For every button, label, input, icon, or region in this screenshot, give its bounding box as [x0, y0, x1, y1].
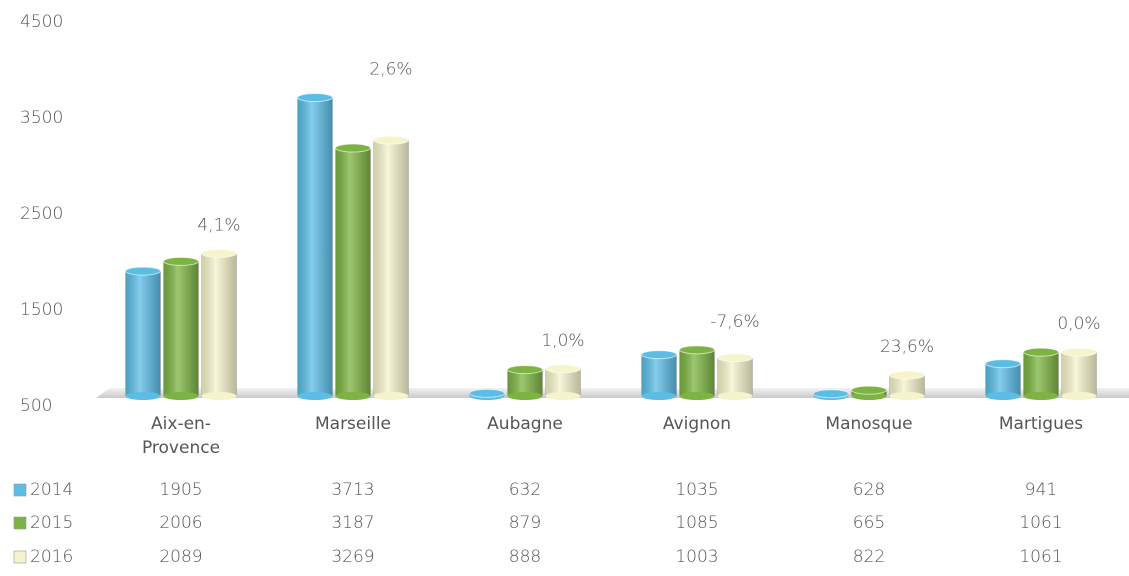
bar-base	[641, 392, 677, 400]
table-cell: 665	[853, 513, 885, 533]
legend-label: 2014	[30, 480, 73, 500]
bar-shade	[297, 97, 333, 396]
x-tick-label: Manosque	[825, 414, 913, 434]
bar-top	[545, 364, 581, 374]
table-cell: 822	[853, 547, 885, 567]
bar-top	[335, 143, 371, 153]
legend-label: 2016	[30, 547, 73, 567]
y-tick-label: 2500	[20, 204, 63, 224]
bar-base	[335, 392, 371, 400]
bar-base	[717, 392, 753, 400]
bar-shade	[985, 363, 1021, 396]
bar-base	[297, 392, 333, 400]
bar-top	[851, 385, 887, 395]
bar-shade	[163, 261, 199, 396]
bar-shade	[679, 349, 715, 396]
bar-shade	[641, 354, 677, 396]
table-cell: 879	[509, 513, 541, 533]
legend-key	[13, 483, 27, 497]
y-tick-label: 1500	[20, 300, 63, 320]
bar-top	[985, 359, 1021, 369]
table-cell: 2089	[159, 547, 202, 567]
bar-top	[641, 350, 677, 360]
annotation: -7,6%	[710, 312, 759, 332]
table-cell: 1905	[159, 480, 202, 500]
floor	[96, 388, 1129, 398]
bar-top	[373, 135, 409, 145]
legend-label: 2015	[30, 513, 73, 533]
annotation: 4,1%	[197, 215, 240, 235]
bar-base	[679, 392, 715, 400]
y-tick-label: 4500	[20, 12, 63, 32]
bar-shade	[125, 271, 161, 396]
annotation: 2,6%	[369, 60, 412, 80]
table-cell: 628	[853, 480, 885, 500]
table-cell: 2006	[159, 513, 202, 533]
bar-base	[163, 392, 199, 400]
legend-key	[13, 550, 27, 564]
bar-base	[125, 392, 161, 400]
bar-shade	[545, 368, 581, 396]
x-tick-label: Avignon	[662, 414, 732, 434]
table-cell: 3187	[331, 513, 374, 533]
bar-base	[545, 392, 581, 400]
table-cell: 888	[509, 547, 541, 567]
bar-base	[373, 392, 409, 400]
bar-shade	[1023, 352, 1059, 396]
legend-key	[13, 516, 27, 530]
table-cell: 1061	[1019, 547, 1062, 567]
bar-top	[297, 93, 333, 103]
bar-base	[1023, 392, 1059, 400]
table-cell: 941	[1025, 480, 1057, 500]
bar-top	[889, 370, 925, 380]
bar-shade	[889, 375, 925, 396]
table-cell: 3713	[331, 480, 374, 500]
bar-top	[1061, 347, 1097, 357]
annotation: 1,0%	[541, 331, 584, 351]
x-tick-label: Aubagne	[487, 414, 563, 434]
bar-shade	[717, 357, 753, 396]
bar-top	[813, 389, 849, 399]
bar-shade	[201, 253, 237, 396]
table-cell: 1085	[675, 513, 718, 533]
bar-top	[1023, 347, 1059, 357]
table-cell: 1035	[675, 480, 718, 500]
bar-base	[1061, 392, 1097, 400]
x-tick-label: Aix-en-Provence	[141, 414, 221, 458]
y-tick-label: 500	[20, 396, 52, 416]
bar-base	[985, 392, 1021, 400]
bar-top	[469, 388, 505, 398]
table-cell: 3269	[331, 547, 374, 567]
bar-top	[201, 248, 237, 258]
annotation: 0,0%	[1057, 314, 1100, 334]
table-cell: 1061	[1019, 513, 1062, 533]
y-tick-label: 3500	[20, 108, 63, 128]
bar-shade	[373, 140, 409, 396]
bar-top	[717, 353, 753, 363]
bar-shade	[335, 148, 371, 396]
bar-base	[889, 392, 925, 400]
bar-top	[125, 266, 161, 276]
table-cell: 632	[509, 480, 541, 500]
bar-top	[679, 345, 715, 355]
x-tick-label: Marseille	[314, 414, 392, 434]
bar-base	[201, 392, 237, 400]
annotation: 23,6%	[880, 337, 934, 357]
bar-base	[507, 392, 543, 400]
bar-top	[163, 256, 199, 266]
bar-top	[507, 365, 543, 375]
table-cell: 1003	[675, 547, 718, 567]
x-tick-label: Martigues	[998, 414, 1084, 434]
bar-shade	[1061, 352, 1097, 396]
